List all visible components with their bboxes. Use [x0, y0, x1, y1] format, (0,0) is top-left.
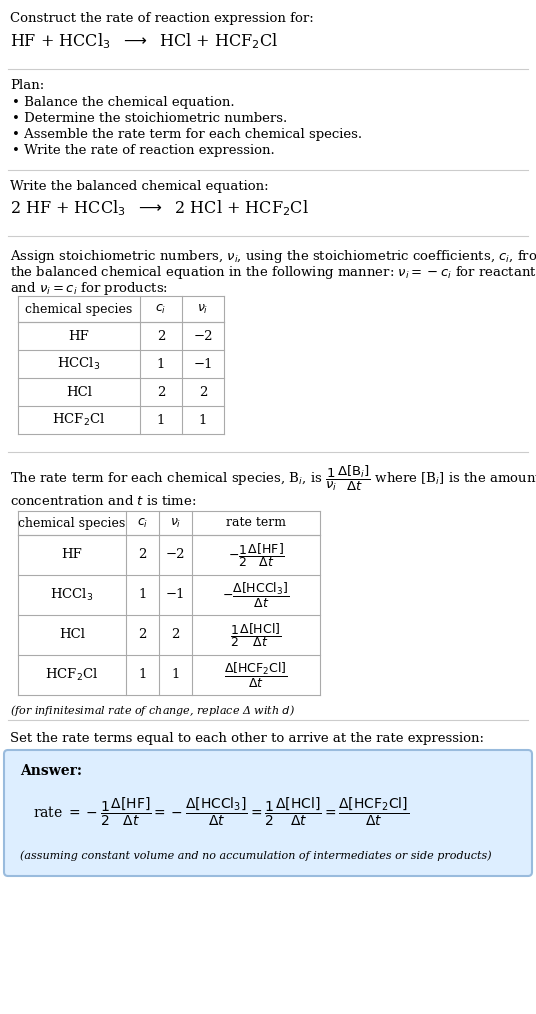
- Text: $-\dfrac{1}{2}\dfrac{\Delta[\mathrm{HF}]}{\Delta t}$: $-\dfrac{1}{2}\dfrac{\Delta[\mathrm{HF}]…: [228, 541, 285, 569]
- Text: 2 HF + HCCl$_3$  $\longrightarrow$  2 HCl + HCF$_2$Cl: 2 HF + HCCl$_3$ $\longrightarrow$ 2 HCl …: [10, 198, 309, 218]
- Text: Assign stoichiometric numbers, $\nu_i$, using the stoichiometric coefficients, $: Assign stoichiometric numbers, $\nu_i$, …: [10, 248, 536, 265]
- Text: $c_i$: $c_i$: [155, 302, 167, 315]
- Text: and $\nu_i = c_i$ for products:: and $\nu_i = c_i$ for products:: [10, 280, 168, 297]
- Text: • Assemble the rate term for each chemical species.: • Assemble the rate term for each chemic…: [12, 128, 362, 141]
- Text: $\nu_i$: $\nu_i$: [197, 302, 209, 315]
- Text: chemical species: chemical species: [18, 516, 125, 529]
- Text: −1: −1: [193, 358, 213, 370]
- Text: 2: 2: [138, 549, 147, 562]
- Text: 2: 2: [157, 385, 165, 399]
- Text: HF: HF: [69, 330, 90, 343]
- Text: 1: 1: [172, 668, 180, 681]
- Text: • Determine the stoichiometric numbers.: • Determine the stoichiometric numbers.: [12, 112, 287, 125]
- Text: 1: 1: [138, 668, 147, 681]
- Text: 2: 2: [157, 330, 165, 343]
- Text: HCl: HCl: [66, 385, 92, 399]
- Text: Set the rate terms equal to each other to arrive at the rate expression:: Set the rate terms equal to each other t…: [10, 732, 484, 745]
- Text: −2: −2: [193, 330, 213, 343]
- Text: (for infinitesimal rate of change, replace Δ with $d$): (for infinitesimal rate of change, repla…: [10, 703, 295, 718]
- Text: 1: 1: [199, 414, 207, 427]
- Text: Write the balanced chemical equation:: Write the balanced chemical equation:: [10, 180, 269, 193]
- Text: concentration and $t$ is time:: concentration and $t$ is time:: [10, 494, 197, 508]
- Text: • Write the rate of reaction expression.: • Write the rate of reaction expression.: [12, 144, 275, 157]
- Text: chemical species: chemical species: [25, 302, 132, 315]
- Text: • Balance the chemical equation.: • Balance the chemical equation.: [12, 96, 235, 108]
- Text: $c_i$: $c_i$: [137, 516, 148, 529]
- Text: $\nu_i$: $\nu_i$: [170, 516, 181, 529]
- Text: 2: 2: [138, 629, 147, 642]
- Text: rate term: rate term: [226, 516, 286, 529]
- Text: HCF$_2$Cl: HCF$_2$Cl: [53, 412, 106, 428]
- Text: −1: −1: [166, 588, 185, 601]
- Text: (assuming constant volume and no accumulation of intermediates or side products): (assuming constant volume and no accumul…: [20, 850, 492, 861]
- Text: $-\dfrac{\Delta[\mathrm{HCCl_3}]}{\Delta t}$: $-\dfrac{\Delta[\mathrm{HCCl_3}]}{\Delta…: [222, 580, 289, 609]
- Text: Answer:: Answer:: [20, 764, 82, 778]
- Text: −2: −2: [166, 549, 185, 562]
- Text: $\dfrac{1}{2}\dfrac{\Delta[\mathrm{HCl}]}{\Delta t}$: $\dfrac{1}{2}\dfrac{\Delta[\mathrm{HCl}]…: [230, 621, 282, 649]
- FancyBboxPatch shape: [4, 750, 532, 876]
- Text: HF: HF: [62, 549, 83, 562]
- Text: The rate term for each chemical species, B$_i$, is $\dfrac{1}{\nu_i}\dfrac{\Delt: The rate term for each chemical species,…: [10, 464, 536, 494]
- Text: 1: 1: [138, 588, 147, 601]
- Text: Plan:: Plan:: [10, 79, 44, 92]
- Text: HCl: HCl: [59, 629, 85, 642]
- Text: HCCl$_3$: HCCl$_3$: [50, 587, 94, 603]
- Text: Construct the rate of reaction expression for:: Construct the rate of reaction expressio…: [10, 12, 314, 25]
- Text: $\dfrac{\Delta[\mathrm{HCF_2Cl}]}{\Delta t}$: $\dfrac{\Delta[\mathrm{HCF_2Cl}]}{\Delta…: [224, 660, 288, 690]
- Text: HF + HCCl$_3$  $\longrightarrow$  HCl + HCF$_2$Cl: HF + HCCl$_3$ $\longrightarrow$ HCl + HC…: [10, 31, 278, 51]
- Text: 1: 1: [157, 414, 165, 427]
- Text: 2: 2: [172, 629, 180, 642]
- Text: 2: 2: [199, 385, 207, 399]
- Text: rate $= -\dfrac{1}{2}\dfrac{\Delta[\mathrm{HF}]}{\Delta t} = -\dfrac{\Delta[\mat: rate $= -\dfrac{1}{2}\dfrac{\Delta[\math…: [33, 796, 409, 828]
- Text: HCCl$_3$: HCCl$_3$: [57, 356, 101, 372]
- Text: HCF$_2$Cl: HCF$_2$Cl: [46, 667, 99, 683]
- Text: 1: 1: [157, 358, 165, 370]
- Text: the balanced chemical equation in the following manner: $\nu_i = -c_i$ for react: the balanced chemical equation in the fo…: [10, 264, 536, 281]
